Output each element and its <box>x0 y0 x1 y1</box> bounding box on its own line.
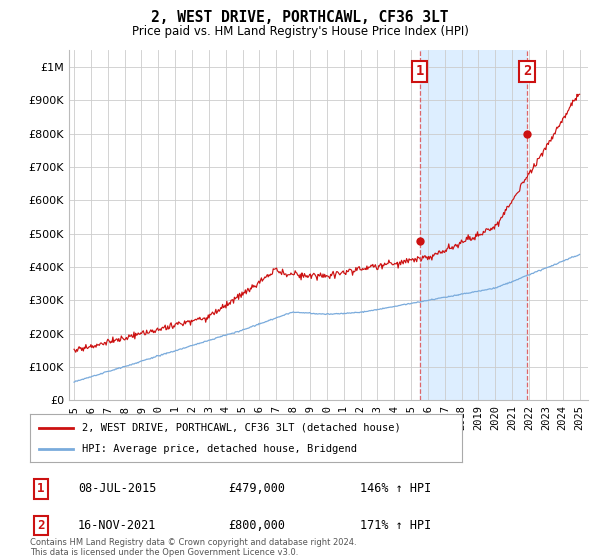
Text: 1: 1 <box>416 64 424 78</box>
Text: 1: 1 <box>37 482 44 496</box>
Text: £479,000: £479,000 <box>228 482 285 496</box>
Text: 171% ↑ HPI: 171% ↑ HPI <box>360 519 431 532</box>
Text: 146% ↑ HPI: 146% ↑ HPI <box>360 482 431 496</box>
Bar <box>420 50 527 400</box>
Text: HPI: Average price, detached house, Bridgend: HPI: Average price, detached house, Brid… <box>82 444 357 454</box>
Text: £800,000: £800,000 <box>228 519 285 532</box>
Text: 16-NOV-2021: 16-NOV-2021 <box>78 519 157 532</box>
Text: Contains HM Land Registry data © Crown copyright and database right 2024.
This d: Contains HM Land Registry data © Crown c… <box>30 538 356 557</box>
Text: 2: 2 <box>37 519 44 532</box>
Text: Price paid vs. HM Land Registry's House Price Index (HPI): Price paid vs. HM Land Registry's House … <box>131 25 469 38</box>
Text: 2: 2 <box>523 64 531 78</box>
Text: 2, WEST DRIVE, PORTHCAWL, CF36 3LT: 2, WEST DRIVE, PORTHCAWL, CF36 3LT <box>151 10 449 25</box>
Text: 2, WEST DRIVE, PORTHCAWL, CF36 3LT (detached house): 2, WEST DRIVE, PORTHCAWL, CF36 3LT (deta… <box>82 423 401 433</box>
Text: 08-JUL-2015: 08-JUL-2015 <box>78 482 157 496</box>
